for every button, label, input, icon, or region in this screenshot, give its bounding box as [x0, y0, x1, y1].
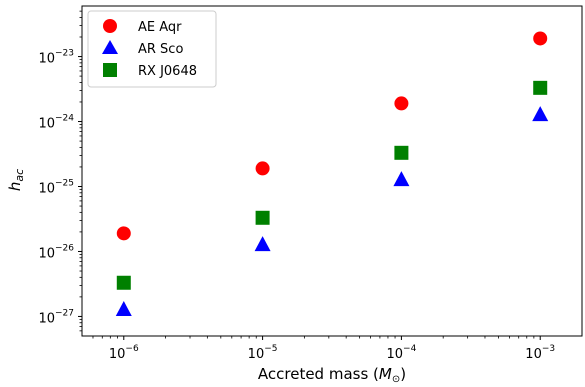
data-point-ar-sco — [393, 171, 410, 187]
legend-marker-rx-j0648 — [103, 63, 117, 77]
legend-label-ar-sco: AR Sco — [138, 42, 183, 57]
data-markers — [115, 31, 549, 317]
y-tick-labels: 10−27 10−26 10−25 10−24 10−23 — [38, 49, 74, 327]
y-tick-label: 10−26 — [38, 243, 74, 261]
y-tick-label: 10−23 — [38, 49, 74, 67]
major-ticks — [78, 56, 541, 340]
legend-marker-ar-sco — [102, 40, 118, 54]
legend-label-ae-aqr: AE Aqr — [138, 20, 182, 35]
y-tick-label: 10−25 — [38, 178, 74, 196]
x-tick-label: 10−4 — [386, 344, 416, 362]
y-axis-label: hac — [6, 169, 26, 191]
data-point-ar-sco — [254, 236, 271, 252]
minor-ticks — [79, 10, 535, 339]
data-point-rx-j0648 — [394, 145, 409, 160]
data-point-ae-aqr — [255, 161, 270, 176]
data-point-ar-sco — [532, 106, 549, 122]
legend: AE Aqr AR Sco RX J0648 — [87, 10, 217, 88]
x-tick-labels: 10−6 10−5 10−4 10−3 — [109, 344, 555, 362]
y-tick-label: 10−27 — [38, 308, 74, 326]
legend-marker-ae-aqr — [103, 19, 117, 33]
data-point-rx-j0648 — [255, 210, 270, 225]
data-point-ae-aqr — [533, 31, 548, 46]
x-tick-label: 10−5 — [248, 344, 278, 362]
x-tick-label: 10−6 — [109, 344, 139, 362]
data-point-ae-aqr — [116, 226, 131, 241]
data-point-ar-sco — [115, 301, 132, 317]
data-point-rx-j0648 — [533, 80, 548, 95]
data-point-rx-j0648 — [116, 275, 131, 290]
x-axis-label: Accreted mass (M⊙) — [258, 365, 406, 385]
legend-box — [87, 10, 217, 88]
x-tick-label: 10−3 — [525, 344, 555, 362]
legend-label-rx-j0648: RX J0648 — [138, 64, 197, 79]
y-tick-label: 10−24 — [38, 114, 74, 132]
data-point-ae-aqr — [394, 96, 409, 111]
